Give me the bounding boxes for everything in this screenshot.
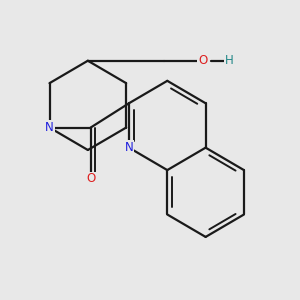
Text: O: O — [198, 54, 207, 67]
Text: H: H — [225, 54, 234, 67]
Text: N: N — [45, 121, 54, 134]
Text: N: N — [124, 141, 133, 154]
Text: O: O — [86, 172, 95, 185]
